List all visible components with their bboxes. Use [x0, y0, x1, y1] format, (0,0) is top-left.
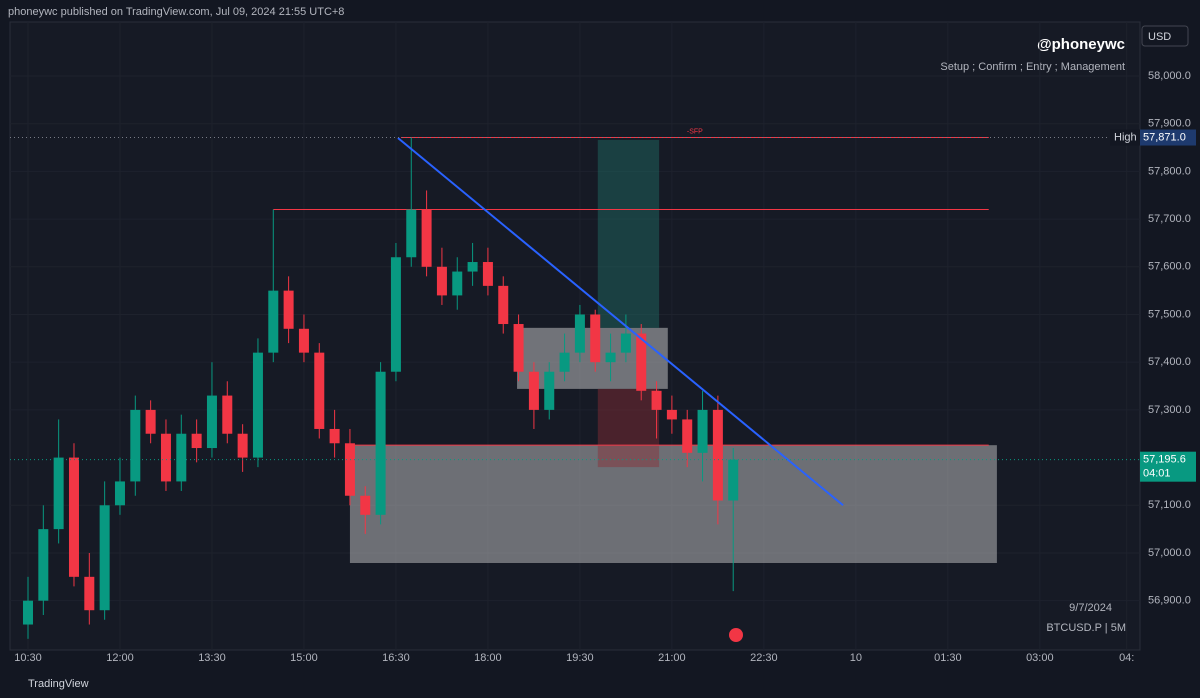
currency[interactable]: USD: [1148, 31, 1171, 43]
candle-body: [452, 271, 463, 296]
zone-box: [597, 388, 660, 468]
candle-body: [160, 433, 171, 482]
candle-body: [421, 209, 432, 267]
x-tick-label: 13:30: [198, 652, 226, 664]
candle-body: [712, 409, 723, 501]
candle-body: [574, 314, 585, 353]
y-tick-label: 56,900.0: [1148, 595, 1191, 607]
candle-body: [206, 395, 217, 449]
candle-body: [268, 290, 279, 353]
countdown: 04:01: [1143, 468, 1171, 480]
candle-body: [176, 433, 187, 482]
x-tick-label: 19:30: [566, 652, 594, 664]
candle-body: [53, 457, 64, 530]
candle-body: [559, 352, 570, 372]
y-tick-label: 57,900.0: [1148, 118, 1191, 130]
candle-body: [130, 409, 141, 482]
candle-body: [145, 409, 156, 434]
x-tick-label: 15:00: [290, 652, 318, 664]
date-label: 9/7/2024: [1069, 602, 1112, 614]
candle-body: [114, 481, 125, 506]
zone-box: [597, 139, 660, 328]
y-tick-label: 57,000.0: [1148, 547, 1191, 559]
candle-body: [544, 371, 555, 410]
candle-body: [390, 257, 401, 372]
candle-body: [99, 505, 110, 611]
y-tick-label: 57,700.0: [1148, 213, 1191, 225]
y-tick-label: 58,000.0: [1148, 70, 1191, 82]
candle-body: [636, 333, 647, 391]
candle-body: [191, 433, 202, 449]
event-icon[interactable]: [729, 628, 743, 642]
last-label-bg: [1140, 451, 1196, 482]
y-tick-label: 57,400.0: [1148, 356, 1191, 368]
candle-body: [237, 433, 248, 458]
trendline: [397, 137, 844, 507]
last-label: 57,195.6: [1143, 454, 1186, 466]
x-tick-label: 01:30: [934, 652, 962, 664]
high-label: 57,871.0: [1143, 131, 1186, 143]
y-tick-label: 57,300.0: [1148, 404, 1191, 416]
candle-body: [620, 333, 631, 353]
candle-body: [605, 352, 616, 363]
candle-body: [406, 209, 417, 258]
candle-body: [666, 409, 677, 420]
subtitle: Setup ; Confirm ; Entry ; Management: [940, 61, 1125, 73]
candle-body: [682, 419, 693, 453]
candle-body: [314, 352, 325, 429]
candle-body: [222, 395, 233, 434]
level-label: -SFP: [687, 128, 703, 135]
x-tick-label: 22:30: [750, 652, 778, 664]
high-name: High: [1114, 131, 1137, 143]
candle-body: [329, 428, 340, 444]
y-tick-label: 57,500.0: [1148, 308, 1191, 320]
candle-body: [436, 266, 447, 296]
x-tick-label: 16:30: [382, 652, 410, 664]
high-label-bg: [1140, 129, 1196, 146]
y-tick-label: 57,600.0: [1148, 261, 1191, 273]
x-tick-label: 10:30: [14, 652, 42, 664]
candle-body: [651, 390, 662, 410]
candle-body: [68, 457, 79, 577]
x-tick-label: 10: [850, 652, 862, 664]
x-tick-label: 03:00: [1026, 652, 1054, 664]
candle-body: [375, 371, 386, 515]
x-tick-label: 04:: [1119, 652, 1134, 664]
candle-body: [590, 314, 601, 363]
candle-body: [728, 459, 739, 501]
candle-body: [344, 443, 355, 496]
currency-box[interactable]: [1141, 25, 1189, 47]
high-tag: [1110, 129, 1140, 146]
candle-body: [697, 409, 708, 453]
zone-box: [349, 445, 997, 563]
candle-body: [252, 352, 263, 458]
candle-body: [22, 600, 33, 625]
x-tick-label: 12:00: [106, 652, 134, 664]
x-tick-label: 21:00: [658, 652, 686, 664]
author: @phoneywc: [1037, 36, 1125, 53]
candle-body: [283, 290, 294, 329]
candle-body: [84, 576, 95, 611]
candle-body: [467, 262, 478, 272]
y-tick-label: 57,800.0: [1148, 165, 1191, 177]
candle-body: [38, 529, 49, 601]
candle-body: [498, 285, 509, 325]
x-tick-label: 18:00: [474, 652, 502, 664]
symbol: BTCUSD.P | 5M: [1046, 622, 1126, 634]
header: phoneywc published on TradingView.com, J…: [8, 6, 344, 18]
candle-body: [298, 328, 309, 353]
candle-body: [482, 262, 493, 286]
brand: TradingView: [28, 678, 89, 690]
candle-body: [360, 495, 371, 515]
candle-body: [513, 324, 524, 372]
y-tick-label: 57,100.0: [1148, 499, 1191, 511]
candle-body: [528, 371, 539, 410]
